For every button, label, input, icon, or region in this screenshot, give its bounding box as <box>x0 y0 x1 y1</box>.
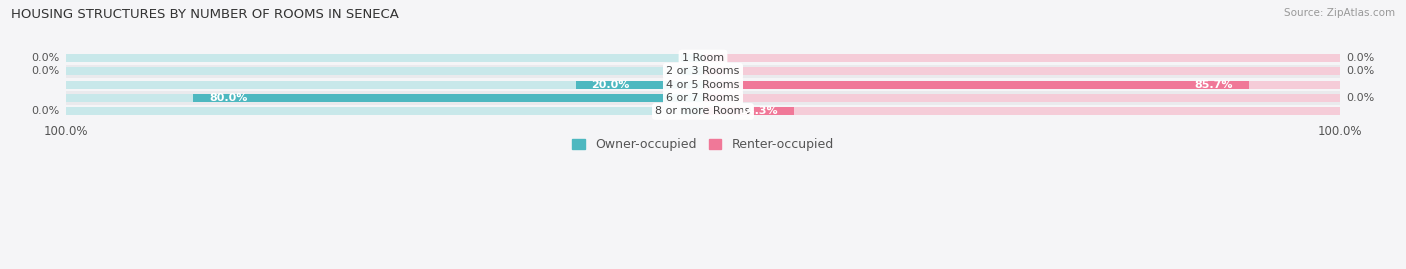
Bar <box>575 81 703 89</box>
Bar <box>703 67 725 75</box>
Bar <box>703 94 725 102</box>
Bar <box>66 91 1340 105</box>
Bar <box>66 107 703 115</box>
Bar <box>66 78 1340 91</box>
Legend: Owner-occupied, Renter-occupied: Owner-occupied, Renter-occupied <box>572 138 834 151</box>
Text: 0.0%: 0.0% <box>31 66 59 76</box>
Text: 0.0%: 0.0% <box>31 107 59 116</box>
Text: 0.0%: 0.0% <box>31 53 59 63</box>
Text: 4 or 5 Rooms: 4 or 5 Rooms <box>666 80 740 90</box>
Text: 8 or more Rooms: 8 or more Rooms <box>655 107 751 116</box>
Bar <box>703 107 1340 115</box>
Bar <box>66 65 1340 78</box>
Text: 0.0%: 0.0% <box>1347 66 1375 76</box>
Text: 2 or 3 Rooms: 2 or 3 Rooms <box>666 66 740 76</box>
Bar <box>66 54 703 62</box>
Text: HOUSING STRUCTURES BY NUMBER OF ROOMS IN SENECA: HOUSING STRUCTURES BY NUMBER OF ROOMS IN… <box>11 8 399 21</box>
Text: 14.3%: 14.3% <box>740 107 778 116</box>
Bar <box>66 81 703 89</box>
Bar <box>703 81 1249 89</box>
Bar <box>703 54 1340 62</box>
Text: 0.0%: 0.0% <box>1347 93 1375 103</box>
Text: 1 Room: 1 Room <box>682 53 724 63</box>
Bar <box>66 67 703 75</box>
Bar <box>703 107 794 115</box>
Bar <box>703 81 1340 89</box>
Text: 0.0%: 0.0% <box>1347 53 1375 63</box>
Text: 85.7%: 85.7% <box>1195 80 1233 90</box>
Text: 6 or 7 Rooms: 6 or 7 Rooms <box>666 93 740 103</box>
Bar <box>703 67 1340 75</box>
Bar <box>681 107 703 115</box>
Text: 80.0%: 80.0% <box>209 93 247 103</box>
Bar <box>66 94 703 102</box>
Bar <box>703 94 1340 102</box>
Text: 20.0%: 20.0% <box>592 80 630 90</box>
Bar <box>681 67 703 75</box>
Text: Source: ZipAtlas.com: Source: ZipAtlas.com <box>1284 8 1395 18</box>
Bar <box>681 54 703 62</box>
Bar <box>66 105 1340 118</box>
Bar <box>703 54 725 62</box>
Bar <box>194 94 703 102</box>
Bar <box>66 51 1340 65</box>
